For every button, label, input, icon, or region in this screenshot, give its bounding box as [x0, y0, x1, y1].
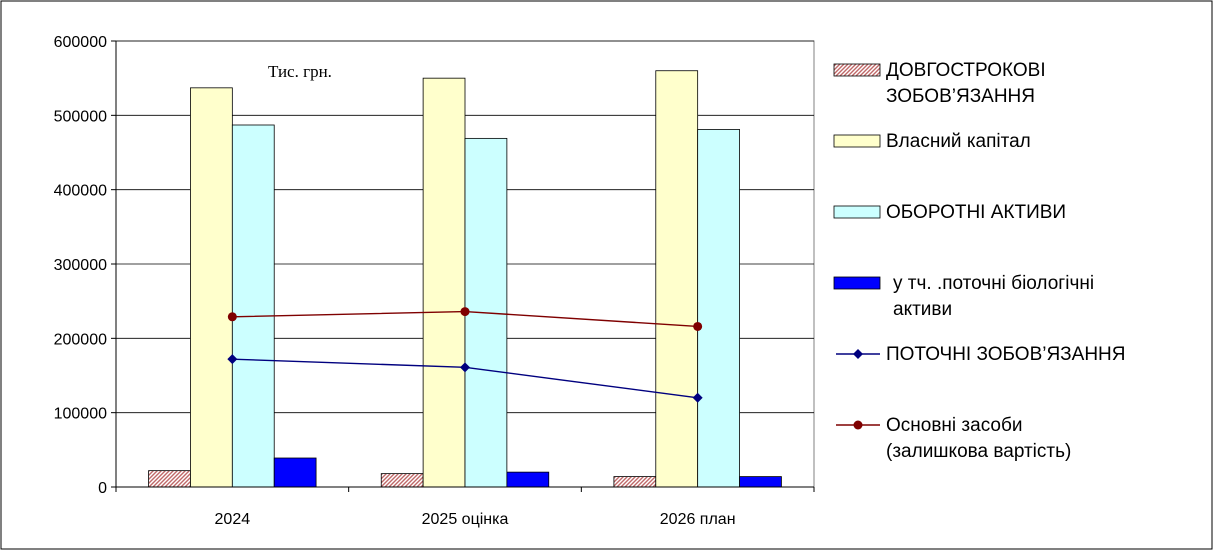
legend-swatch-2 — [833, 205, 881, 219]
legend-marker-4 — [853, 349, 863, 359]
point-l0-c0 — [227, 354, 238, 365]
legend-item-1: Власний капітал — [833, 131, 1031, 152]
legend-label-3: у тч. .поточні біологічні — [893, 273, 1094, 294]
legend-label-3-line1: активи — [893, 299, 952, 320]
legend-item-2: ОБОРОТНІ АКТИВИ — [833, 202, 1066, 223]
bar-s3-c0 — [273, 457, 317, 488]
legend-label-0: ДОВГОСТРОКОВІ — [886, 60, 1046, 81]
point-l1-c1 — [460, 307, 470, 317]
point-l0-c2 — [692, 392, 703, 403]
bar-s1-c0 — [190, 87, 233, 488]
y-tick-label-4: 400000 — [54, 183, 107, 200]
legend-swatch-0 — [833, 63, 881, 77]
legend-label-2: ОБОРОТНІ АКТИВИ — [886, 202, 1066, 223]
legend-label-5: Основні засоби — [886, 415, 1022, 436]
y-tick-label-2: 200000 — [54, 331, 107, 348]
legend-label-4: ПОТОЧНІ ЗОБОВ’ЯЗАННЯ — [886, 344, 1126, 365]
legend-item-3: у тч. .поточні біологічні активи — [833, 273, 1094, 320]
point-l0-c1 — [460, 362, 470, 373]
y-tick-label-6: 600000 — [54, 34, 107, 51]
y-tick-label-1: 100000 — [54, 406, 107, 423]
bar-s2-c0 — [231, 124, 275, 488]
legend-label-1: Власний капітал — [886, 131, 1031, 152]
legend-label-0-line1: ЗОБОВ’ЯЗАННЯ — [886, 86, 1035, 107]
legend-item-4: ПОТОЧНІ ЗОБОВ’ЯЗАННЯ — [836, 344, 1126, 365]
x-tick-label-0: 2024 — [215, 511, 251, 528]
legend-swatch-1 — [833, 134, 881, 148]
y-tick-label-0: 0 — [98, 480, 107, 497]
bar-s1-c1 — [422, 77, 466, 488]
y-tick-label-5: 500000 — [54, 108, 107, 125]
bar-s3-c2 — [739, 476, 782, 488]
legend-marker-5 — [853, 420, 863, 430]
bar-s0-c1 — [380, 473, 424, 488]
bar-s0-c0 — [148, 470, 191, 488]
chart-annotation: Тис. грн. — [268, 62, 332, 81]
y-tick-label-3: 300000 — [54, 257, 107, 274]
legend-swatch-3 — [833, 276, 881, 290]
bar-s0-c2 — [613, 476, 657, 488]
bar-s3-c1 — [506, 471, 550, 488]
point-l1-c2 — [693, 321, 703, 331]
x-tick-label-1: 2025 оцінка — [422, 511, 509, 528]
legend-item-5: Основні засоби (залишкова вартість) — [836, 415, 1071, 462]
legend-label-5-line1: (залишкова вартість) — [886, 441, 1071, 462]
bar-s2-c2 — [697, 129, 740, 488]
x-tick-label-2: 2026 план — [660, 511, 736, 528]
point-l1-c0 — [227, 312, 237, 322]
bar-s1-c2 — [655, 70, 699, 488]
legend-item-0: ДОВГОСТРОКОВІ ЗОБОВ’ЯЗАННЯ — [833, 60, 1046, 107]
